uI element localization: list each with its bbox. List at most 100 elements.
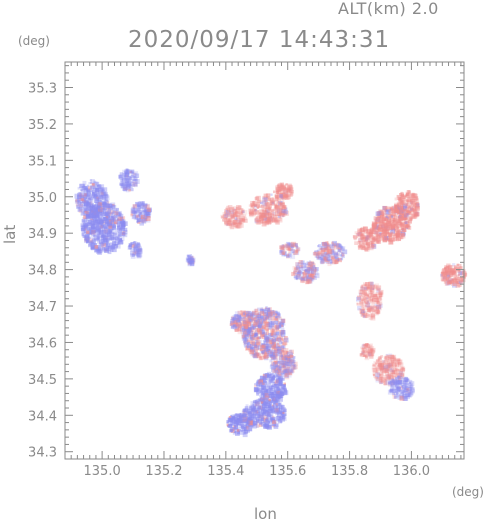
radar-cell — [281, 350, 284, 353]
radar-cell — [138, 205, 140, 207]
radar-cell — [360, 298, 363, 301]
radar-cell — [236, 207, 238, 209]
radar-cell — [107, 219, 109, 221]
radar-cell — [456, 282, 459, 285]
radar-cell — [246, 314, 249, 317]
radar-cell — [264, 308, 267, 311]
radar-cell — [92, 208, 97, 213]
radar-cell — [379, 294, 382, 297]
radar-cell — [280, 360, 283, 363]
radar-cell — [116, 244, 121, 249]
radar-cell — [281, 319, 285, 323]
radar-cell — [388, 381, 391, 384]
radar-cell — [395, 369, 398, 372]
radar-cell — [264, 424, 266, 426]
radar-cell — [82, 233, 85, 236]
radar-cell — [247, 430, 250, 433]
radar-cell — [358, 241, 361, 244]
radar-cell — [258, 406, 261, 409]
radar-cell — [273, 346, 276, 349]
radar-cell — [228, 424, 232, 428]
radar-cell — [307, 279, 312, 284]
radar-cell — [134, 241, 137, 244]
radar-cell — [256, 353, 259, 356]
radar-cell — [124, 172, 128, 176]
radar-cell — [270, 379, 274, 383]
radar-cell — [371, 241, 374, 244]
radar-cell — [414, 209, 417, 212]
radar-cell — [104, 248, 109, 253]
radar-cell — [235, 329, 238, 332]
radar-cell — [121, 227, 124, 230]
radar-cell — [362, 230, 365, 233]
radar-cell — [408, 190, 411, 193]
radar-cell — [126, 189, 130, 193]
radar-cell — [299, 267, 303, 271]
radar-cell — [235, 311, 240, 316]
radar-cell — [261, 205, 264, 208]
radar-cell — [341, 246, 344, 249]
radar-cell — [241, 430, 243, 432]
radar-cell — [400, 237, 403, 240]
radar-cell — [407, 379, 409, 381]
radar-cell — [275, 375, 278, 378]
radar-cell — [398, 360, 400, 362]
radar-cell — [264, 218, 267, 221]
radar-cell — [411, 198, 414, 201]
radar-cell — [256, 205, 259, 208]
radar-cell — [81, 205, 84, 208]
radar-cell — [273, 339, 276, 342]
radar-cell — [370, 316, 375, 321]
radar-cell — [251, 401, 255, 405]
radar-cell — [361, 234, 363, 236]
radar-cell — [401, 233, 405, 237]
radar-cell — [361, 285, 363, 287]
radar-cell — [267, 217, 272, 222]
radar-cell — [131, 188, 134, 191]
radar-cell — [313, 267, 316, 270]
radar-cell — [361, 246, 366, 251]
radar-cell — [297, 263, 300, 266]
radar-cell — [396, 381, 400, 385]
radar-cell — [400, 211, 403, 214]
radar-cell — [379, 301, 383, 305]
radar-cell — [102, 241, 105, 244]
radar-cell — [109, 211, 112, 214]
radar-cell — [404, 209, 407, 212]
radar-cell — [380, 219, 384, 223]
radar-cell — [382, 360, 386, 364]
radar-cell — [269, 399, 271, 401]
radar-cell — [290, 189, 293, 192]
radar-cell — [250, 326, 254, 330]
radar-cell — [277, 349, 279, 351]
radar-cell — [389, 210, 391, 212]
radar-cell — [112, 212, 115, 215]
radar-cell — [189, 262, 192, 265]
radar-cell — [451, 275, 453, 277]
radar-cell — [242, 219, 245, 222]
radar-cell — [327, 245, 332, 250]
radar-cell — [264, 349, 266, 351]
radar-cell — [447, 269, 451, 273]
radar-cell — [136, 253, 140, 257]
radar-cell — [452, 265, 456, 269]
radar-cell — [91, 221, 95, 225]
radar-cell — [393, 356, 395, 358]
radar-cell — [365, 315, 368, 318]
radar-cell — [98, 247, 102, 251]
radar-cell — [273, 215, 277, 219]
radar-cell — [399, 216, 403, 220]
radar-cell — [370, 282, 374, 286]
radar-cell — [367, 299, 370, 302]
radar-cell — [256, 337, 259, 340]
radar-cell — [275, 316, 277, 318]
radar-cell — [308, 269, 310, 271]
radar-cell — [230, 429, 233, 432]
radar-cell — [272, 396, 276, 400]
radar-cell — [90, 200, 94, 204]
radar-cell — [94, 189, 97, 192]
radar-cell — [457, 264, 460, 267]
radar-cell — [354, 241, 358, 245]
radar-cell — [244, 430, 248, 434]
